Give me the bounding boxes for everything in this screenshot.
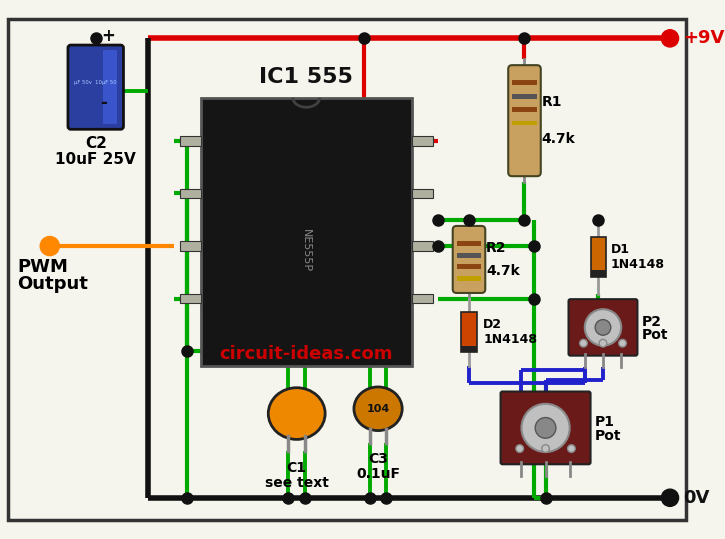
Bar xyxy=(591,271,606,277)
Text: 4.7k: 4.7k xyxy=(486,264,520,278)
Text: 4.7k: 4.7k xyxy=(542,132,576,146)
Circle shape xyxy=(542,445,550,452)
FancyBboxPatch shape xyxy=(568,299,637,356)
FancyBboxPatch shape xyxy=(500,391,591,464)
Bar xyxy=(180,294,201,303)
FancyBboxPatch shape xyxy=(452,226,485,293)
Text: -: - xyxy=(100,94,107,112)
Text: C1: C1 xyxy=(286,461,307,475)
Text: Pot: Pot xyxy=(642,328,668,342)
Text: 1N4148: 1N4148 xyxy=(610,258,665,271)
Bar xyxy=(412,189,433,198)
Circle shape xyxy=(568,445,575,452)
Text: IC1 555: IC1 555 xyxy=(260,67,353,87)
Bar xyxy=(180,189,201,198)
Circle shape xyxy=(585,309,621,345)
Bar xyxy=(412,294,433,303)
Text: C2: C2 xyxy=(85,136,107,151)
Circle shape xyxy=(599,340,607,347)
Text: D1: D1 xyxy=(610,243,629,256)
Text: see text: see text xyxy=(265,476,328,490)
Circle shape xyxy=(40,237,59,255)
FancyBboxPatch shape xyxy=(508,65,541,176)
Bar xyxy=(457,253,481,258)
Text: PWM: PWM xyxy=(17,258,68,276)
Text: 104: 104 xyxy=(366,404,389,414)
Text: R1: R1 xyxy=(542,95,562,109)
Bar xyxy=(512,94,537,99)
Text: 0V: 0V xyxy=(684,489,710,507)
Bar xyxy=(512,121,537,126)
Bar xyxy=(104,50,117,125)
Ellipse shape xyxy=(268,388,325,439)
Circle shape xyxy=(661,489,679,506)
Text: 1N4148: 1N4148 xyxy=(484,333,537,347)
Text: +9V: +9V xyxy=(684,29,725,47)
Bar xyxy=(591,237,606,277)
Bar xyxy=(412,136,433,146)
Bar xyxy=(180,136,201,146)
Bar xyxy=(412,241,433,251)
Bar xyxy=(512,107,537,112)
Text: NE555P: NE555P xyxy=(302,229,311,272)
Text: +: + xyxy=(102,27,115,45)
Bar xyxy=(457,241,481,246)
Bar xyxy=(457,276,481,280)
Text: P2: P2 xyxy=(642,315,661,329)
Circle shape xyxy=(535,418,556,438)
Text: 0.1uF: 0.1uF xyxy=(356,467,400,481)
Text: C3: C3 xyxy=(368,452,388,466)
Bar xyxy=(457,264,481,269)
Circle shape xyxy=(521,404,570,452)
Ellipse shape xyxy=(354,387,402,431)
Bar xyxy=(512,80,537,85)
Bar xyxy=(461,345,476,353)
Bar xyxy=(461,312,476,353)
FancyBboxPatch shape xyxy=(68,45,123,129)
Text: P1: P1 xyxy=(594,415,614,429)
Text: 10uF 25V: 10uF 25V xyxy=(55,153,136,168)
Circle shape xyxy=(595,320,610,335)
Text: μF 50v  10μF 50: μF 50v 10μF 50 xyxy=(74,80,116,85)
Circle shape xyxy=(661,30,679,47)
Text: Output: Output xyxy=(17,275,88,293)
Text: R2: R2 xyxy=(486,241,507,255)
Text: Pot: Pot xyxy=(594,429,621,443)
Text: circuit-ideas.com: circuit-ideas.com xyxy=(220,345,393,363)
Text: D2: D2 xyxy=(484,318,502,331)
Bar xyxy=(180,241,201,251)
Bar xyxy=(201,98,412,365)
Circle shape xyxy=(516,445,523,452)
Circle shape xyxy=(579,340,587,347)
Circle shape xyxy=(618,340,626,347)
